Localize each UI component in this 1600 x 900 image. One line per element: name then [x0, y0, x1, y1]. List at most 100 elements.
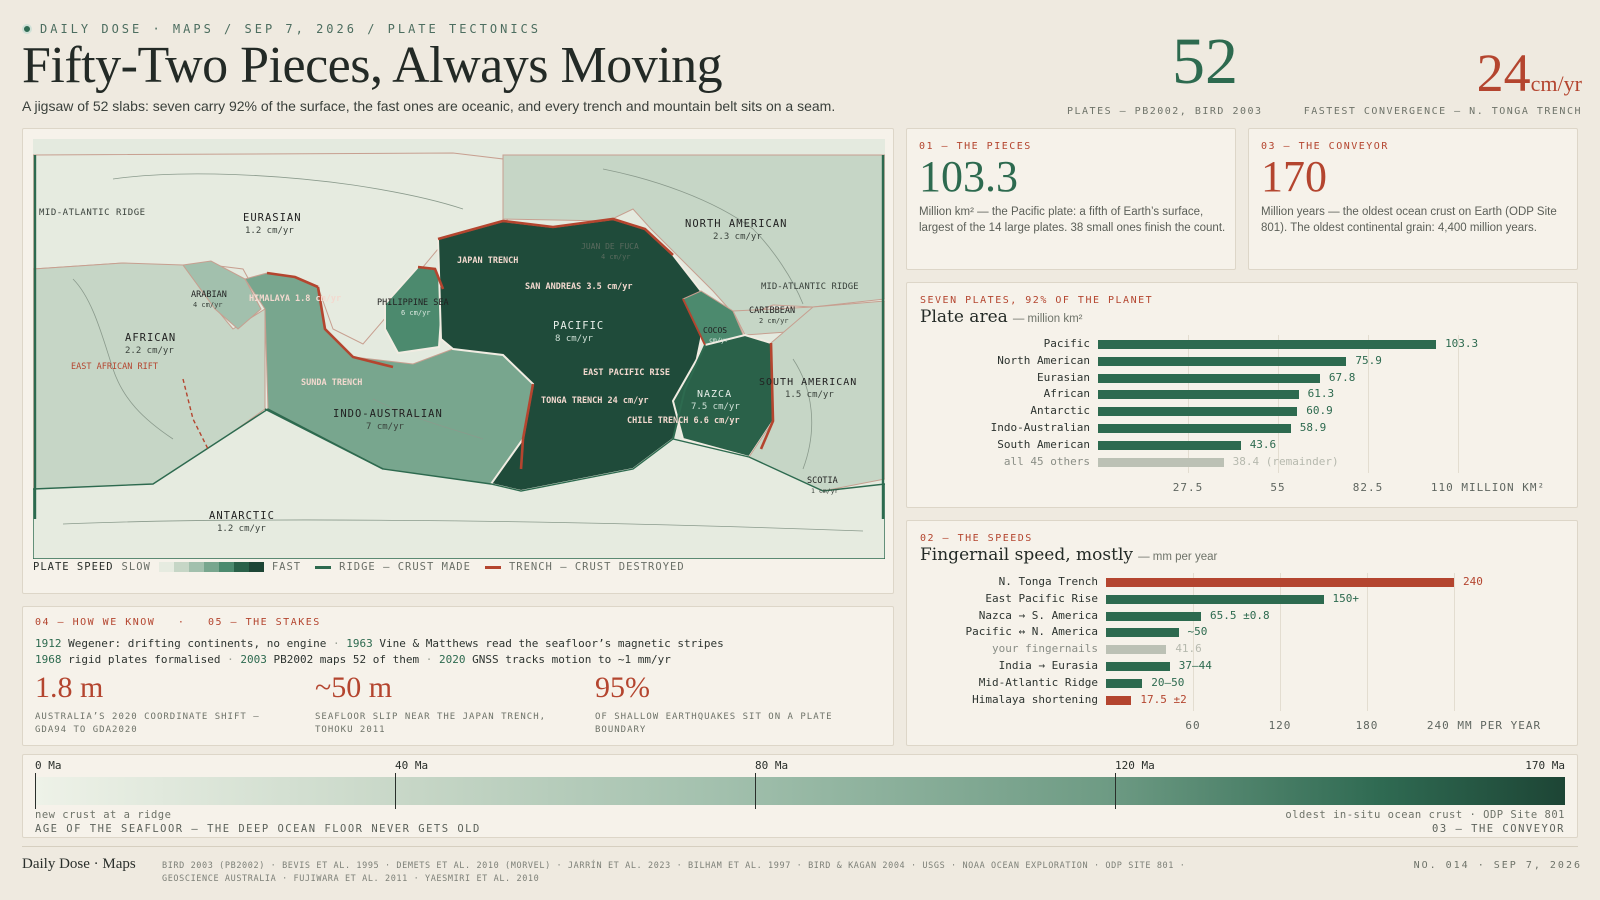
trench-tonga [519, 383, 535, 470]
label-pacific: PACIFIC [553, 320, 604, 332]
gridline [1368, 335, 1369, 474]
bar-label: North American [997, 353, 1090, 367]
label-scotia-speed: 1 cm/yr [811, 487, 838, 495]
label-indo-australian: INDO-AUSTRALIAN [333, 408, 443, 420]
gridline [1367, 573, 1368, 712]
label-caribbean-speed: 2 cm/yr [759, 317, 789, 325]
bar-label: Nazca → S. America [978, 608, 1098, 622]
history-year: 1968 [35, 653, 62, 666]
timeline-right-label: 03 — THE CONVEYOR [1432, 823, 1565, 835]
bar-label: East Pacific Rise [985, 591, 1098, 605]
history-separator: · [220, 653, 241, 666]
bar [1098, 390, 1299, 400]
how-we-know-card: 04 — HOW WE KNOW · 05 — THE STAKES 1912 … [22, 606, 894, 746]
bar [1106, 628, 1179, 638]
speed-subtitle: — mm per year [1138, 551, 1218, 563]
history-text: PB2002 maps 52 of them [266, 653, 420, 666]
label-chile: CHILE TRENCH 6.6 cm/yr [627, 416, 740, 426]
label-philippine-speed: 6 cm/yr [401, 309, 431, 317]
axis-tick-label: 120 [1268, 719, 1292, 733]
label-tonga: TONGA TRENCH 24 cm/yr [541, 396, 648, 406]
label-nazca-speed: 7.5 cm/yr [691, 402, 740, 412]
bar [1098, 440, 1241, 450]
fastest-value: 24 [1476, 43, 1531, 103]
bar [1106, 662, 1170, 671]
history-line-1: 1912 Wegener: drifting continents, no en… [35, 637, 724, 650]
axis-tick-label: 180 [1355, 719, 1379, 733]
axis-tick-label: 27.5 [1172, 481, 1204, 495]
pieces-label: 01 — THE PIECES [919, 141, 1032, 152]
history-text: Wegener: drifting continents, no engine [61, 637, 327, 650]
plate-area-subtitle: — million km² [1012, 313, 1083, 325]
bar-value-label: 240 [1463, 575, 1483, 588]
conveyor-value: 170 [1261, 152, 1327, 201]
bar-value-label: 17.5 ±2 [1140, 692, 1187, 706]
plate-area-chart: 27.5 55 82.5 110 MILLION KM² Pacific 103.3 Nor… [907, 283, 1579, 509]
trench-himalaya [266, 271, 319, 289]
speed-chart: 60 120 180 240 MM PER YEAR N. Tonga Trench 24… [907, 521, 1579, 747]
ridge-east-pacific [672, 344, 706, 440]
label-eurasian: EURASIAN [243, 212, 302, 224]
label-antarctic: ANTARCTIC [209, 510, 275, 522]
page-title: Fifty-Two Pieces, Always Moving [22, 37, 723, 94]
label-japan-trench: JAPAN TRENCH [457, 256, 518, 266]
bar-label: Antarctic [1030, 404, 1090, 418]
stake-caption: OF SHALLOW EARTHQUAKES SIT ON A PLATE BO… [595, 712, 833, 736]
legend-ridge: RIDGE — CRUST MADE [339, 561, 471, 573]
label-north-american-speed: 2.3 cm/yr [713, 232, 762, 242]
fastest-unit: cm/yr [1530, 71, 1582, 96]
timeline-tick-label: 170 Ma [1525, 759, 1565, 772]
timeline-tick-line [755, 773, 756, 809]
speed-heading: Fingernail speed, mostly — mm per year [920, 545, 1217, 565]
bar-value-label: 58.9 [1299, 421, 1327, 434]
label-philippine: PHILIPPINE SEA [377, 298, 449, 308]
stake-value: ~50 m [315, 671, 393, 704]
bar-value-label: 20–50 [1151, 675, 1185, 689]
trench-sunda [316, 286, 394, 369]
label-north-american: NORTH AMERICAN [685, 218, 788, 230]
bar-label: Eurasian [1037, 370, 1090, 384]
history-year: 1963 [346, 637, 373, 650]
timeline-tick-label: 0 Ma [35, 759, 62, 772]
rift-east-african [182, 378, 209, 450]
bar-label: your fingernails [992, 642, 1098, 656]
label-south-american-speed: 1.5 cm/yr [785, 390, 834, 400]
kicker-text: DAILY DOSE · MAPS / SEP 7, 2026 / PLATE … [40, 22, 542, 36]
speed-card: 02 — THE SPEEDS Fingernail speed, mostly… [906, 520, 1578, 746]
bar-value-label: 103.3 [1445, 337, 1479, 350]
legend-speed-swatch [173, 562, 189, 572]
pieces-text: Million km² — the Pacific plate: a fifth… [919, 206, 1226, 234]
label-sunda: SUNDA TRENCH [301, 378, 362, 388]
legend-trench-line [484, 565, 501, 569]
bar [1106, 594, 1324, 604]
speed-title: Fingernail speed, mostly [920, 545, 1133, 565]
bar [1098, 424, 1291, 433]
label-arabian: ARABIAN [191, 290, 227, 300]
axis-tick-label: 55 [1270, 481, 1286, 495]
plate-area-kicker: SEVEN PLATES, 92% OF THE PLANET [920, 295, 1154, 306]
label-san-andreas: SAN ANDREAS 3.5 cm/yr [525, 282, 632, 292]
pieces-card: 01 — THE PIECES 103.3 Million km² — the … [906, 128, 1236, 270]
bar-value-label: 37–44 [1178, 659, 1212, 672]
timeline-tick-line [395, 773, 396, 809]
plates-caption: PLATES — PB2002, BIRD 2003 [1067, 106, 1263, 117]
conveyor-label: 03 — THE CONVEYOR [1261, 141, 1389, 152]
label-south-american: SOUTH AMERICAN [759, 377, 857, 388]
legend-speed-swatch [248, 562, 264, 572]
legend-speed-swatch [158, 562, 174, 572]
bar [1106, 678, 1143, 688]
timeline-title: AGE OF THE SEAFLOOR — THE DEEP OCEAN FLO… [35, 823, 481, 835]
kicker: DAILY DOSE · MAPS / SEP 7, 2026 / PLATE … [22, 22, 541, 36]
stake-value: 95% [595, 671, 650, 704]
legend-title: PLATE SPEED [33, 561, 114, 573]
gridline [1280, 573, 1281, 712]
legend-fast: FAST [271, 561, 302, 573]
bar-label: India → Eurasia [998, 659, 1098, 672]
axis-tick-label: 82.5 [1352, 481, 1384, 495]
bar-value-label: 150+ [1332, 591, 1360, 605]
legend-speed-swatch [218, 562, 234, 572]
legend-slow: SLOW [121, 561, 151, 573]
map-card: MID-ATLANTIC RIDGE EURASIAN 1.2 cm/yr NO… [22, 128, 894, 594]
trench-chile [759, 342, 775, 450]
legend-speed-swatch [233, 562, 249, 572]
